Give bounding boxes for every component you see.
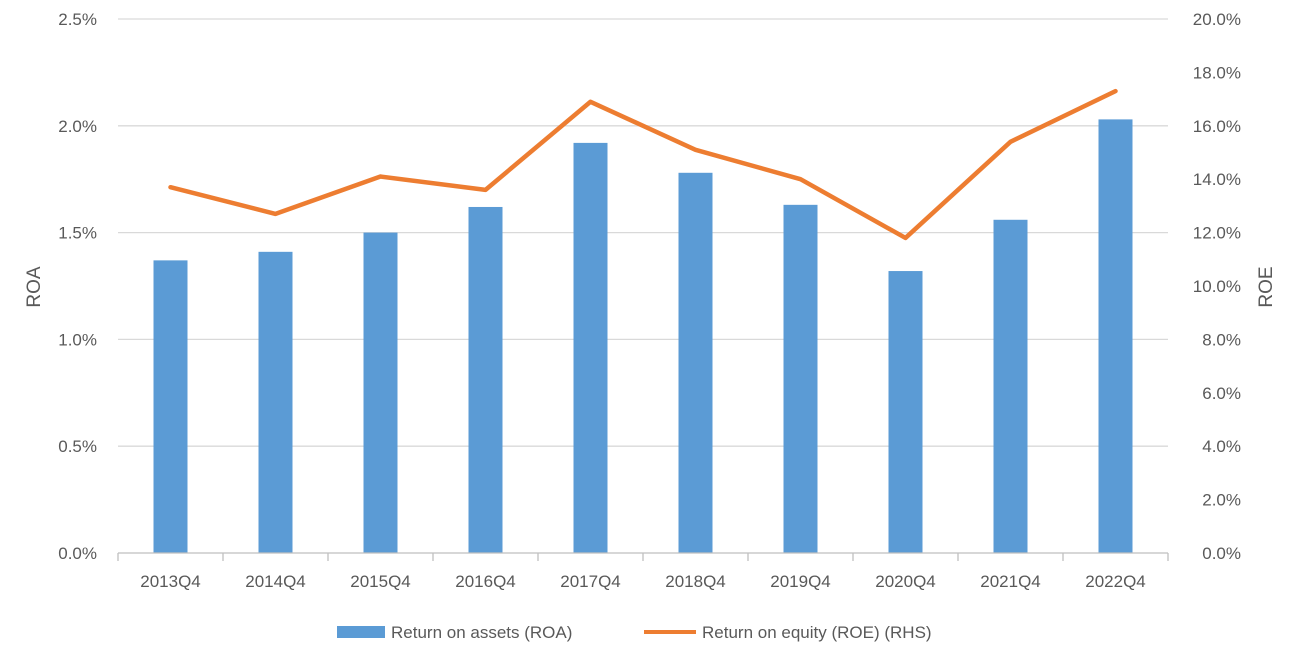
x-tick-label: 2020Q4 (875, 572, 936, 591)
gridlines (118, 18, 1168, 447)
legend: Return on assets (ROA) Return on equity … (337, 623, 932, 642)
right-y-tick-label: 12.0% (1193, 224, 1241, 243)
roe-line (168, 88, 1118, 241)
roa-bar (783, 204, 818, 553)
left-y-tick-label: 1.0% (58, 330, 97, 349)
right-y-tick-label: 0.0% (1202, 544, 1241, 563)
legend-roa-swatch (337, 626, 385, 638)
roa-bar (573, 142, 608, 553)
roa-bar (153, 260, 188, 553)
right-y-tick-label: 2.0% (1202, 491, 1241, 510)
left-axis-title: ROA (24, 266, 45, 308)
x-tick-label: 2015Q4 (350, 572, 411, 591)
right-y-tick-label: 18.0% (1193, 63, 1241, 82)
x-axis (117, 552, 1169, 561)
left-y-tick-label: 0.0% (58, 544, 97, 563)
roa-bar (1098, 119, 1133, 553)
legend-roa-label: Return on assets (ROA) (391, 623, 572, 642)
roa-bars (153, 119, 1133, 554)
x-tick-label: 2014Q4 (245, 572, 306, 591)
right-y-tick-label: 8.0% (1202, 330, 1241, 349)
x-tick-label: 2021Q4 (980, 572, 1041, 591)
right-y-tick-label: 10.0% (1193, 277, 1241, 296)
left-y-tick-label: 0.5% (58, 437, 97, 456)
x-axis-ticks: 2013Q4 2014Q4 2015Q4 2016Q4 2017Q4 2018Q4 2019… (140, 572, 1146, 591)
x-tick-label: 2017Q4 (560, 572, 621, 591)
left-y-tick-label: 1.5% (58, 224, 97, 243)
left-y-tick-label: 2.5% (58, 10, 97, 29)
roa-bar (468, 206, 503, 553)
left-y-tick-label: 2.0% (58, 117, 97, 136)
roa-bar (678, 172, 713, 554)
right-y-tick-label: 16.0% (1193, 117, 1241, 136)
x-tick-label: 2019Q4 (770, 572, 831, 591)
x-tick-label: 2013Q4 (140, 572, 201, 591)
legend-roe-label: Return on equity (ROE) (RHS) (702, 623, 932, 642)
right-y-tick-label: 6.0% (1202, 384, 1241, 403)
x-tick-label: 2016Q4 (455, 572, 516, 591)
roa-bar (363, 232, 398, 553)
roa-bar (888, 271, 923, 553)
right-y-tick-label: 4.0% (1202, 437, 1241, 456)
right-y-tick-label: 20.0% (1193, 10, 1241, 29)
roa-bar (258, 251, 293, 553)
right-y-axis-ticks: 0.0% 2.0% 4.0% 6.0% 8.0% 10.0% 12.0% 14.0% 16.0%… (1193, 10, 1241, 563)
right-axis-title: ROE (1256, 266, 1277, 307)
right-y-tick-label: 14.0% (1193, 170, 1241, 189)
x-tick-label: 2018Q4 (665, 572, 726, 591)
x-tick-label: 2022Q4 (1085, 572, 1146, 591)
roe-line-group (168, 88, 1118, 241)
left-y-axis-ticks: 0.0% 0.5% 1.0% 1.5% 2.0% 2.5% (58, 10, 97, 563)
roa-bar (993, 219, 1028, 553)
